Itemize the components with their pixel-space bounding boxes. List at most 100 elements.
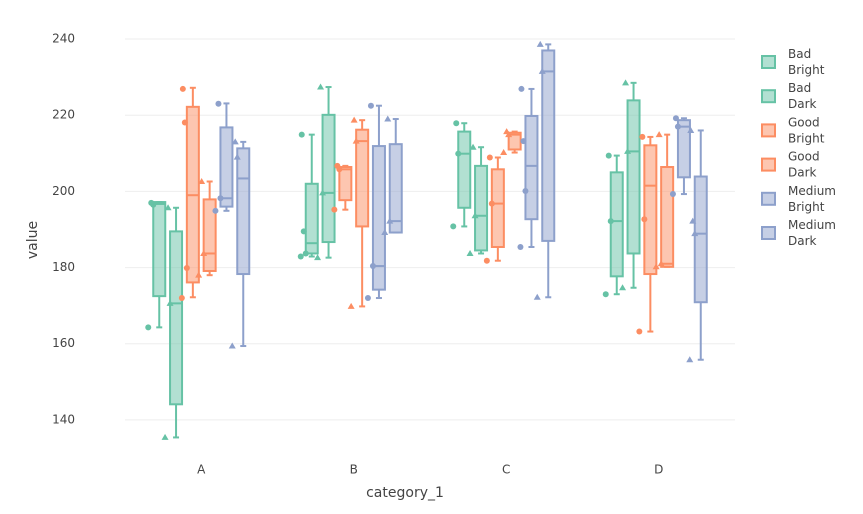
data-point xyxy=(607,218,614,225)
y-tick-label: 180 xyxy=(52,260,75,274)
data-point xyxy=(619,284,627,291)
legend-label: Good Bright xyxy=(788,115,825,145)
data-point xyxy=(522,188,529,195)
box xyxy=(676,119,691,179)
y-tick-label: 140 xyxy=(52,412,75,426)
data-point xyxy=(536,40,544,47)
data-point xyxy=(538,67,546,74)
data-point xyxy=(636,328,643,335)
data-point xyxy=(364,295,371,302)
data-point xyxy=(639,133,646,140)
box-group xyxy=(161,204,184,440)
data-point xyxy=(500,149,508,156)
box-group xyxy=(381,115,403,236)
box-group xyxy=(483,154,505,264)
legend-swatch xyxy=(761,191,776,206)
data-point xyxy=(331,206,338,213)
data-point xyxy=(686,356,694,363)
data-point xyxy=(302,250,309,257)
legend-label: Good Dark xyxy=(788,149,820,179)
box-group xyxy=(212,100,234,214)
box xyxy=(219,126,234,208)
legend-label: Medium Bright xyxy=(788,183,836,213)
box-group xyxy=(602,152,624,298)
data-point xyxy=(672,115,679,122)
x-axis-title: category_1 xyxy=(366,485,444,501)
box-group xyxy=(450,120,472,230)
data-point xyxy=(624,147,632,154)
data-point xyxy=(228,342,236,349)
data-point xyxy=(297,253,304,260)
data-point xyxy=(517,243,524,250)
box-group xyxy=(347,116,370,309)
data-point xyxy=(622,79,630,86)
box xyxy=(660,166,675,268)
data-point xyxy=(200,249,208,256)
data-point xyxy=(687,126,695,133)
data-point xyxy=(181,119,188,126)
box-group xyxy=(517,85,539,250)
y-axis-title: value xyxy=(25,221,41,259)
data-point xyxy=(453,120,460,127)
data-point xyxy=(347,302,355,309)
data-point xyxy=(148,199,155,206)
legend-swatch xyxy=(761,226,776,240)
data-point xyxy=(641,216,648,223)
box xyxy=(321,113,336,244)
legend-item: Medium Bright xyxy=(761,183,836,213)
box-group xyxy=(145,199,167,331)
data-point xyxy=(314,254,322,261)
data-point xyxy=(183,264,190,271)
data-point xyxy=(381,229,389,236)
box-group xyxy=(619,79,641,291)
data-point xyxy=(233,153,241,160)
legend-label: Medium Dark xyxy=(788,218,836,248)
data-point xyxy=(298,131,305,138)
data-point xyxy=(691,230,699,237)
data-point xyxy=(166,299,174,306)
data-point xyxy=(471,212,479,219)
data-point xyxy=(178,295,185,302)
box xyxy=(693,175,708,304)
legend-label: Bad Bright xyxy=(788,47,825,77)
data-point xyxy=(384,115,392,122)
y-tick-label: 240 xyxy=(52,32,75,46)
legend-swatch xyxy=(761,89,776,104)
box-group xyxy=(669,115,691,198)
legend-swatch xyxy=(761,55,776,69)
box xyxy=(490,168,505,248)
data-point xyxy=(488,200,495,207)
x-tick-label: B xyxy=(350,463,358,477)
data-point xyxy=(652,263,660,270)
legend-item: Good Bright xyxy=(761,115,825,145)
box-group xyxy=(195,177,217,278)
legend-label: Bad Dark xyxy=(788,81,817,111)
data-point xyxy=(352,137,360,144)
box xyxy=(457,130,472,209)
data-point xyxy=(466,249,474,256)
data-point xyxy=(520,138,527,145)
x-tick-label: A xyxy=(197,463,206,477)
box-group xyxy=(466,143,489,256)
legend-item: Good Dark xyxy=(761,149,820,179)
box xyxy=(388,143,403,234)
data-point xyxy=(217,195,224,202)
data-point xyxy=(450,223,457,230)
box xyxy=(152,201,167,298)
data-point xyxy=(533,293,541,300)
data-point xyxy=(198,177,206,184)
box xyxy=(524,114,539,221)
data-point xyxy=(655,131,663,138)
box xyxy=(643,144,658,276)
data-point xyxy=(317,83,325,90)
data-point xyxy=(179,85,186,92)
data-point xyxy=(334,162,341,169)
box-group xyxy=(652,131,675,270)
x-tick-label: D xyxy=(654,463,663,477)
y-tick-label: 200 xyxy=(52,184,75,198)
box xyxy=(236,147,251,276)
data-point xyxy=(145,324,152,331)
box xyxy=(355,128,370,228)
data-point xyxy=(161,433,169,440)
